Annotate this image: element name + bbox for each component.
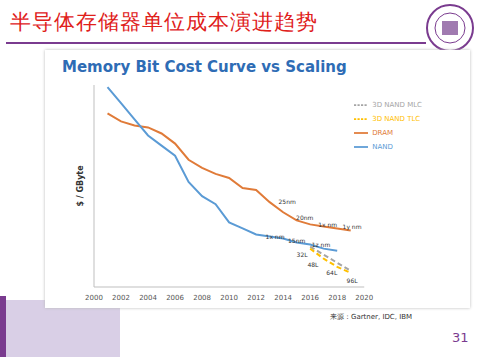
svg-text:32L: 32L	[297, 251, 309, 258]
svg-text:2000: 2000	[85, 294, 103, 302]
svg-text:2002: 2002	[112, 294, 130, 302]
svg-text:1x nm: 1x nm	[266, 233, 285, 240]
svg-text:2006: 2006	[166, 294, 184, 302]
html-text:NAND: NAND	[372, 142, 393, 151]
html-text:DRAM: DRAM	[372, 128, 393, 137]
html-text:31: 31	[452, 330, 469, 345]
svg-text:15nm: 15nm	[288, 237, 305, 244]
svg-text:1z nm: 1z nm	[312, 241, 331, 248]
html-text:半导体存储器单位成本演进趋势: 半导体存储器单位成本演进趋势	[10, 10, 318, 34]
svg-text:1y nm: 1y nm	[343, 223, 362, 231]
svg-text:2010: 2010	[220, 294, 238, 302]
svg-text:1x nm: 1x nm	[318, 221, 337, 228]
svg-text:2018: 2018	[328, 294, 346, 302]
html-text:Memory Bit Cost Curve vs Scali: Memory Bit Cost Curve vs Scaling	[62, 58, 347, 76]
svg-text:$ / GByte: $ / GByte	[76, 165, 85, 207]
html-text:3D NAND MLC: 3D NAND MLC	[372, 100, 422, 109]
svg-text:2012: 2012	[247, 294, 265, 302]
svg-text:2020: 2020	[355, 294, 373, 302]
html-text:3D NAND TLC: 3D NAND TLC	[372, 114, 421, 123]
svg-text:2014: 2014	[274, 294, 292, 302]
svg-text:2008: 2008	[193, 294, 211, 302]
svg-text:2004: 2004	[139, 294, 157, 302]
html-text:来源：Gartner, IDC, IBM: 来源：Gartner, IDC, IBM	[330, 313, 413, 321]
svg-text:25nm: 25nm	[279, 198, 296, 205]
svg-text:64L: 64L	[326, 269, 338, 276]
svg-text:96L: 96L	[347, 277, 359, 284]
svg-text:48L: 48L	[307, 261, 319, 268]
svg-text:20nm: 20nm	[296, 214, 313, 221]
svg-text:2016: 2016	[301, 294, 319, 302]
